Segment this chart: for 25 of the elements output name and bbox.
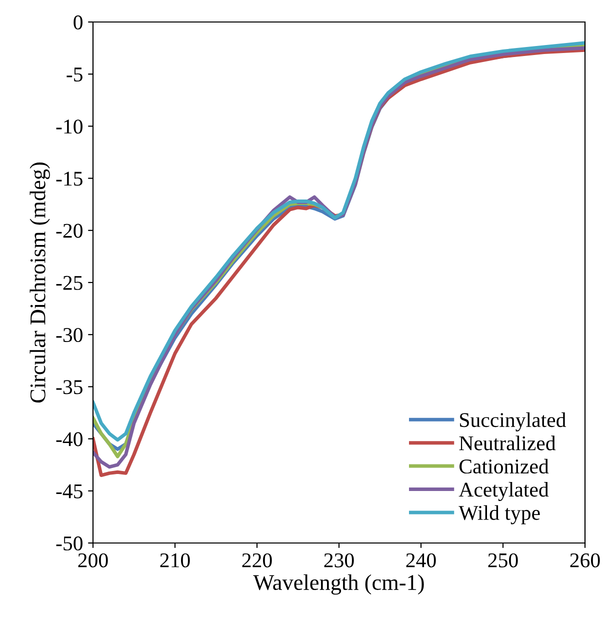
legend-label: Neutralized [459,436,556,450]
x-tick-label: 200 [78,553,108,568]
y-tick-label: -25 [56,276,82,290]
x-tick-label: 220 [242,553,272,568]
y-tick-label: -20 [56,224,82,238]
y-tick-label: -45 [56,484,82,498]
legend-label: Acetylated [458,482,549,502]
y-axis-title: Circular Dichroism (mdeg) [30,162,50,403]
x-axis-title: Wavelength (cm-1) [253,574,424,595]
y-tick-label: -40 [56,432,82,446]
legend-label: Cationized [460,458,549,474]
legend-label: Wild type [458,505,540,524]
y-tick-label: -5 [66,68,82,82]
y-tick-label: -30 [56,328,82,342]
y-tick-label: -50 [56,536,82,550]
y-tick-label: -15 [56,172,82,186]
x-tick-label: 260 [570,553,600,568]
x-tick-label: 250 [488,553,518,568]
y-tick-label: -35 [56,380,82,394]
y-tick-label: 0 [74,15,82,30]
x-tick-label: 240 [406,553,436,568]
legend-label: Succinylated [460,412,566,432]
x-tick-label: 230 [324,553,354,568]
x-tick-label: 210 [160,553,190,568]
y-tick-label: -10 [56,120,82,134]
